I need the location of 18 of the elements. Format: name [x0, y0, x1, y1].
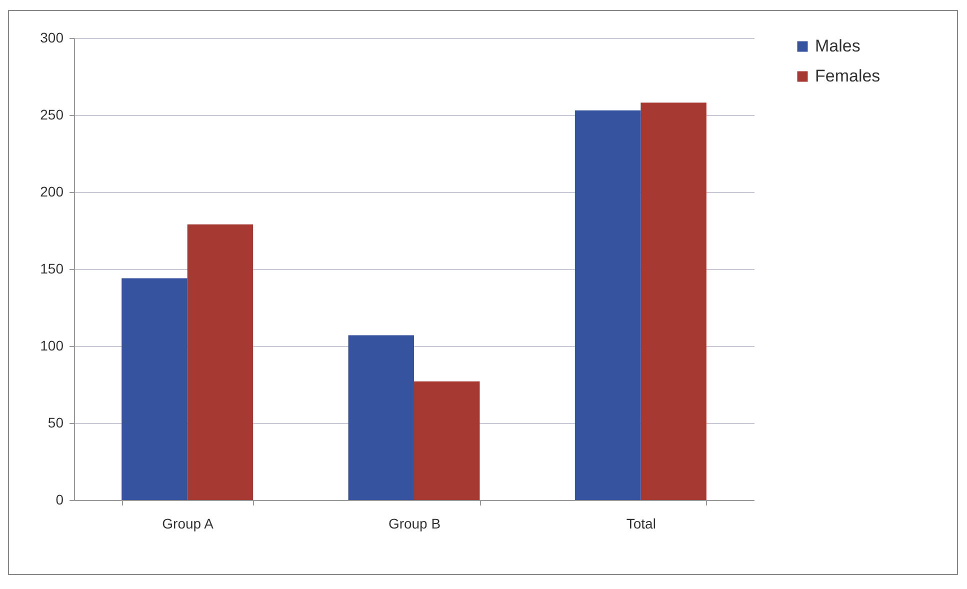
y-tick-label: 250 — [40, 106, 64, 122]
bar — [574, 110, 641, 500]
bar — [640, 102, 706, 500]
x-tick-label: Group B — [388, 516, 441, 532]
bar — [187, 224, 254, 500]
bar — [414, 381, 480, 500]
y-tick-label: 300 — [40, 30, 64, 46]
legend-label: Males — [815, 36, 860, 56]
y-tick-label: 200 — [40, 184, 64, 200]
y-tick-label: 0 — [56, 492, 64, 508]
x-tick-label: Total — [626, 516, 656, 532]
bar — [348, 335, 414, 500]
x-tick-label: Group A — [162, 516, 214, 532]
legend-label: Females — [815, 66, 880, 86]
y-tick-label: 150 — [40, 260, 64, 276]
y-tick-label: 100 — [40, 338, 64, 354]
bar — [122, 278, 188, 500]
y-tick-label: 50 — [48, 414, 64, 430]
